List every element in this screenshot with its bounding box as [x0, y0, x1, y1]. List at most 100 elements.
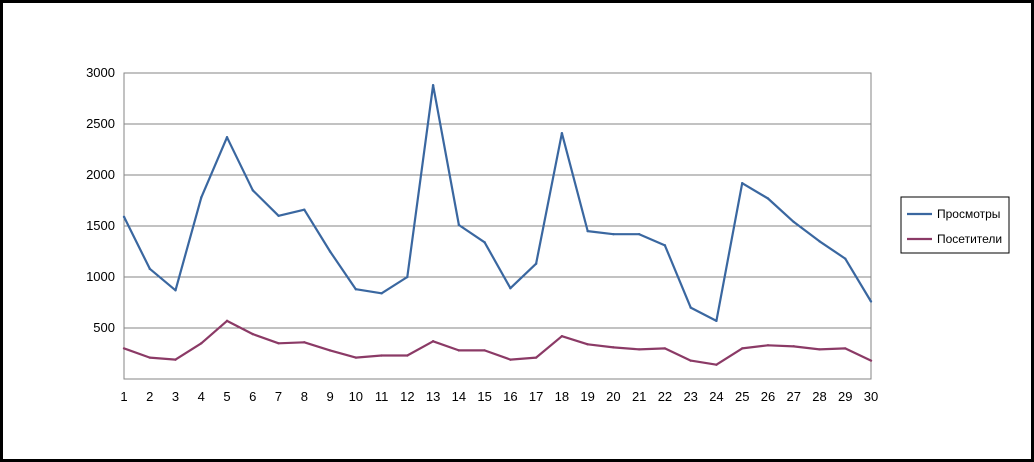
data-point [689, 306, 692, 309]
data-point [225, 136, 229, 139]
x-tick-label: 12 [400, 389, 414, 404]
data-point [328, 250, 332, 253]
data-point [715, 319, 718, 323]
x-tick-label: 7 [275, 389, 282, 404]
data-point [122, 215, 126, 219]
x-tick-label: 18 [555, 389, 569, 404]
data-point [225, 319, 229, 323]
data-point [844, 257, 847, 260]
data-point [715, 363, 718, 366]
x-tick-label: 24 [709, 389, 723, 404]
y-tick-label: 2000 [86, 167, 115, 182]
data-point [251, 332, 254, 336]
y-tick-label: 2500 [86, 116, 115, 131]
y-axis-ticks: 500 1000 1500 2000 2500 3000 [86, 65, 115, 335]
data-point [741, 347, 744, 350]
data-point [792, 345, 795, 348]
data-point [200, 342, 203, 345]
x-tick-label: 23 [683, 389, 697, 404]
data-point [200, 196, 203, 199]
data-point [792, 220, 795, 224]
data-point [148, 267, 151, 271]
data-point [534, 356, 538, 359]
x-tick-label: 27 [786, 389, 800, 404]
data-point [380, 292, 383, 295]
data-point [354, 356, 358, 359]
data-point [148, 356, 151, 359]
x-tick-label: 17 [529, 389, 543, 404]
x-tick-label: 16 [503, 389, 517, 404]
data-point [174, 289, 177, 292]
data-point [818, 240, 821, 243]
data-point [663, 347, 667, 350]
data-point [483, 241, 486, 244]
data-point [174, 358, 177, 361]
data-point [380, 354, 383, 357]
data-point [457, 223, 461, 227]
series-lines [122, 84, 873, 366]
x-tick-label: 22 [658, 389, 672, 404]
legend-label: Просмотры [937, 207, 1000, 221]
data-point [869, 359, 873, 362]
x-tick-label: 15 [477, 389, 491, 404]
x-tick-label: 13 [426, 389, 440, 404]
x-tick-label: 3 [172, 389, 179, 404]
data-point [509, 287, 512, 290]
x-tick-label: 20 [606, 389, 620, 404]
x-tick-label: 6 [249, 389, 256, 404]
x-tick-label: 10 [349, 389, 363, 404]
x-tick-label: 28 [812, 389, 826, 404]
data-point [766, 344, 770, 347]
series-line-1 [123, 84, 872, 322]
y-tick-label: 3000 [86, 65, 115, 80]
data-point [431, 340, 435, 343]
data-point [406, 354, 409, 357]
data-point [303, 341, 306, 344]
data-point [637, 348, 641, 351]
data-point [354, 288, 358, 291]
data-point [534, 262, 538, 265]
data-point [766, 197, 770, 200]
data-point [586, 343, 589, 346]
legend-label: Посетители [937, 232, 1002, 246]
y-tick-label: 500 [93, 320, 115, 335]
data-point [457, 349, 461, 352]
y-tick-label: 1000 [86, 269, 115, 284]
data-point [406, 275, 409, 279]
data-point [741, 181, 744, 185]
data-point [586, 229, 589, 233]
x-tick-label: 29 [838, 389, 852, 404]
data-point [277, 342, 280, 345]
data-point [560, 334, 564, 338]
series-line-2 [123, 319, 872, 366]
data-point [560, 131, 564, 135]
data-point [483, 349, 486, 352]
data-point [818, 348, 821, 351]
legend-box [900, 196, 1010, 254]
data-point [612, 346, 615, 349]
x-tick-label: 5 [223, 389, 230, 404]
x-tick-label: 8 [301, 389, 308, 404]
data-point [869, 300, 873, 303]
plot-area [123, 72, 872, 380]
x-tick-label: 25 [735, 389, 749, 404]
data-point [637, 232, 641, 236]
data-point [612, 232, 615, 236]
data-point [277, 214, 280, 217]
x-tick-label: 9 [326, 389, 333, 404]
x-tick-label: 1 [120, 389, 127, 404]
data-point [251, 189, 254, 192]
data-point [689, 359, 692, 362]
legend: Просмотры Посетители [900, 196, 1010, 254]
x-tick-label: 21 [632, 389, 646, 404]
x-tick-label: 11 [375, 389, 389, 404]
x-tick-label: 19 [580, 389, 594, 404]
x-tick-label: 2 [146, 389, 153, 404]
x-tick-label: 14 [452, 389, 466, 404]
data-point [431, 84, 435, 87]
y-tick-label: 1500 [86, 218, 115, 233]
x-axis-ticks: 1 2 3 4 5 6 7 8 9 10 11 12 13 14 15 16 17 18 19 20 21 22 23 24 2… [120, 389, 878, 404]
gridlines [124, 72, 871, 329]
